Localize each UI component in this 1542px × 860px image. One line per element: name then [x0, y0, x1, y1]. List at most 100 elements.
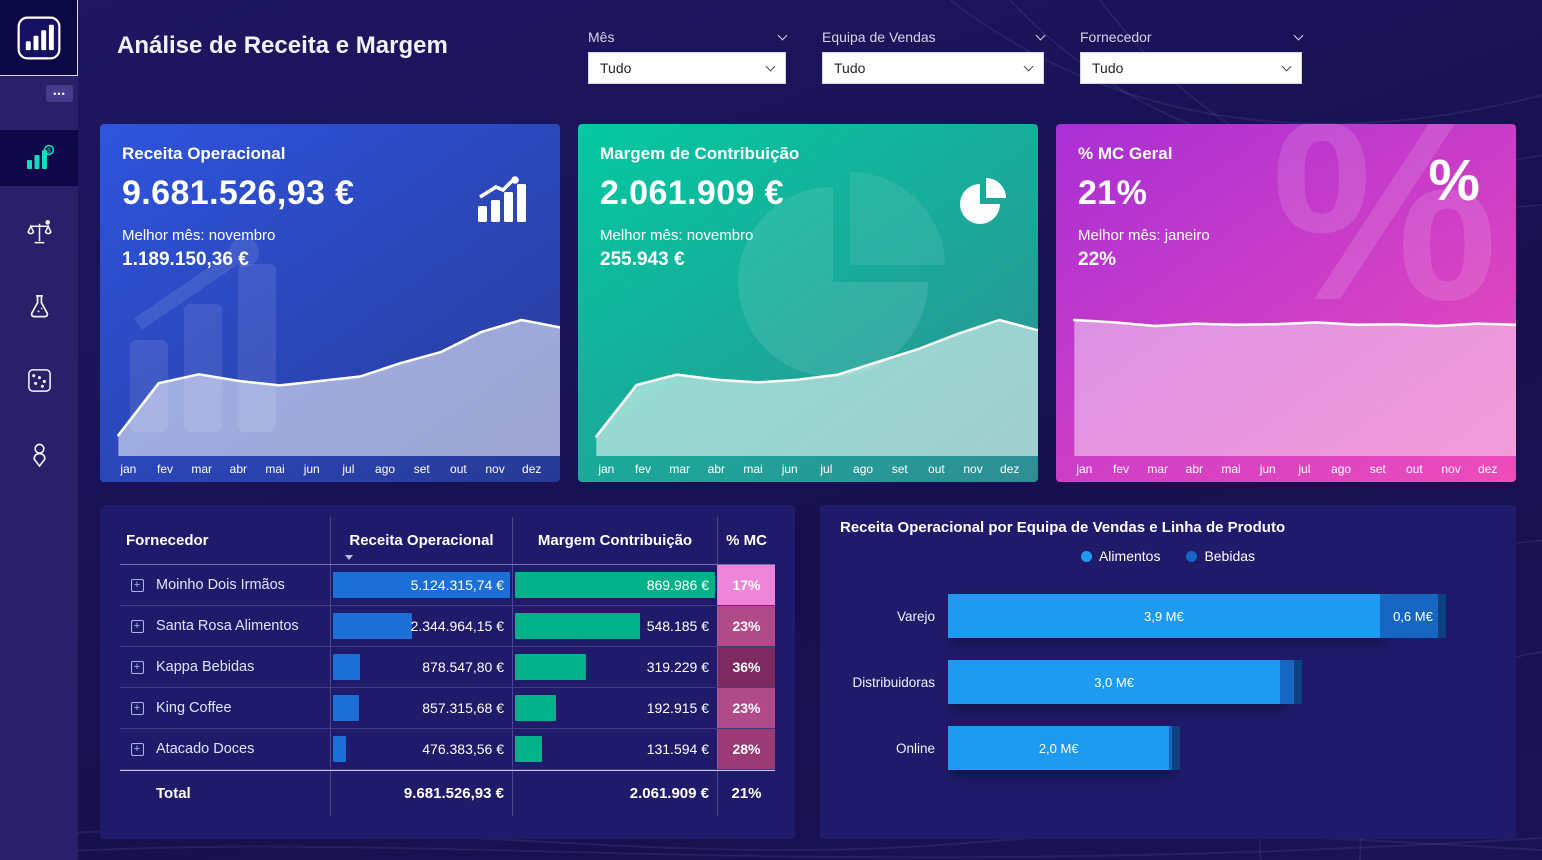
chart-legend: Alimentos Bebidas	[840, 548, 1496, 564]
person-pin-icon	[32, 443, 46, 467]
month-label: nov	[963, 462, 983, 476]
kpi-best-value: 255.943 €	[600, 249, 685, 270]
column-header-margem[interactable]: Margem Contribuição	[512, 517, 717, 564]
table-row[interactable]: + King Coffee 857.315,68 € 192.915 € 23%	[120, 688, 775, 729]
month-label: dez	[522, 462, 542, 476]
supplier-table: Fornecedor Receita Operacional Margem Co…	[100, 505, 795, 839]
bar-row-varejo: Varejo 3,9 M€ 0,6 M€	[840, 594, 1496, 638]
column-header-receita[interactable]: Receita Operacional	[330, 517, 512, 564]
chevron-down-icon	[1293, 30, 1304, 40]
chevron-down-icon	[1035, 30, 1046, 40]
month-label: jan	[120, 462, 137, 476]
margem-cell: 869.986 €	[512, 565, 717, 605]
bar-segment-alimentos[interactable]: 3,0 M€	[948, 660, 1281, 704]
page-title: Análise de Receita e Margem	[117, 32, 448, 59]
sidebar: ••• $	[0, 0, 78, 860]
filter-label: Equipa de Vendas	[822, 29, 936, 45]
bar-row-distribuidoras: Distribuidoras 3,0 M€	[840, 660, 1496, 704]
legend-item-bebidas[interactable]: Bebidas	[1186, 548, 1255, 564]
table-row[interactable]: + Atacado Doces 476.383,56 € 131.594 € 28%	[120, 729, 775, 770]
receita-value: 5.124.315,74 €	[410, 577, 504, 593]
margem-cell: 319.229 €	[512, 647, 717, 687]
mc-cell: 23%	[717, 606, 775, 646]
filter-label: Fornecedor	[1080, 29, 1152, 45]
legend-label: Alimentos	[1098, 548, 1161, 564]
expand-row-button[interactable]: +	[120, 729, 154, 769]
bar-segment-alimentos[interactable]: 3,9 M€	[948, 594, 1380, 638]
filter-header[interactable]: Fornecedor	[1080, 26, 1304, 48]
total-label: Total	[156, 785, 191, 802]
filter-dropdown[interactable]: Tudo	[1080, 52, 1302, 84]
kpi-value: 2.061.909 €	[600, 174, 785, 212]
bar-row-online: Online 2,0 M€	[840, 726, 1496, 770]
flask-icon	[30, 294, 48, 317]
sort-descending-icon[interactable]	[345, 555, 353, 560]
month-label: mar	[191, 462, 213, 476]
receita-cell: 476.383,56 €	[330, 729, 512, 769]
table-row[interactable]: + Moinho Dois Irmãos 5.124.315,74 € 869.986…	[120, 565, 775, 606]
kpi-title: Margem de Contribuição	[600, 144, 800, 163]
bar-value-label: 0,6 M€	[1393, 608, 1433, 624]
chart-bars: Varejo 3,9 M€ 0,6 M€ Distribuidoras 3,0 M€ On…	[840, 594, 1496, 770]
expand-row-button[interactable]: +	[120, 565, 154, 605]
chevron-down-icon	[777, 30, 788, 40]
nav-item-insights[interactable]	[0, 426, 78, 482]
month-label: jul	[342, 462, 355, 476]
supplier-table-body: + Moinho Dois Irmãos 5.124.315,74 € 869.986…	[120, 565, 775, 770]
month-label: dez	[1478, 462, 1498, 476]
kpi-card-receita-operacional: jan fev mar abr mai jun jul ago set out nov dez Rec…	[100, 124, 560, 482]
bar-segment-alimentos[interactable]: 2,0 M€	[948, 726, 1170, 770]
filter-selected-value: Tudo	[600, 60, 632, 76]
nav-item-revenue-analysis[interactable]: $	[0, 130, 78, 186]
sparkline-pct-mc	[1073, 318, 1516, 456]
chart-title: Receita Operacional por Equipa de Vendas…	[840, 519, 1286, 536]
receita-value: 2.344.964,15 €	[410, 618, 504, 634]
bar-segment-bebidas[interactable]	[1280, 660, 1303, 704]
bottom-panels: Fornecedor Receita Operacional Margem Co…	[100, 505, 1516, 839]
app-logo	[0, 0, 78, 76]
month-label: ago	[1331, 462, 1352, 476]
svg-text:$: $	[47, 147, 51, 154]
expand-row-button[interactable]: +	[120, 606, 154, 646]
kpi-value: 9.681.526,93 €	[122, 174, 355, 212]
plus-icon: +	[130, 660, 144, 674]
kpi-best-label: Melhor mês: janeiro	[1078, 227, 1210, 244]
mc-cell: 23%	[717, 688, 775, 728]
more-options-button[interactable]: •••	[46, 85, 73, 102]
legend-item-alimentos[interactable]: Alimentos	[1080, 548, 1161, 564]
column-header-fornecedor[interactable]: Fornecedor	[126, 532, 209, 549]
margem-data-bar	[515, 654, 586, 680]
bar-category-label: Online	[895, 740, 935, 756]
receita-cell: 2.344.964,15 €	[330, 606, 512, 646]
month-label: out	[1406, 462, 1423, 476]
bar-segment-bebidas[interactable]: 0,6 M€	[1379, 594, 1447, 638]
filter-header[interactable]: Equipa de Vendas	[822, 26, 1046, 48]
sparkline-margem	[595, 318, 1038, 456]
bar-value-label: 3,9 M€	[1144, 608, 1184, 624]
expand-row-button[interactable]: +	[120, 688, 154, 728]
margem-data-bar	[515, 572, 715, 598]
bar-chart-logo-icon	[17, 16, 60, 59]
supplier-name: Moinho Dois Irmãos	[156, 577, 285, 593]
month-label: dez	[1000, 462, 1020, 476]
table-row[interactable]: + Kappa Bebidas 878.547,80 € 319.229 € 36%	[120, 647, 775, 688]
margem-data-bar	[515, 736, 542, 762]
bar-segment-bebidas[interactable]	[1169, 726, 1181, 770]
filter-header[interactable]: Mês	[588, 26, 788, 48]
scatter-plot-icon	[27, 368, 51, 392]
nav-item-balance[interactable]	[0, 204, 78, 260]
receita-data-bar	[333, 572, 510, 598]
table-row[interactable]: + Santa Rosa Alimentos 2.344.964,15 € 548.1…	[120, 606, 775, 647]
filter-dropdown[interactable]: Tudo	[822, 52, 1044, 84]
nav-item-scatter[interactable]	[0, 352, 78, 408]
month-label: mar	[669, 462, 691, 476]
expand-row-button[interactable]: +	[120, 647, 154, 687]
total-margem: 2.061.909 €	[512, 771, 717, 816]
filter-dropdown[interactable]: Tudo	[588, 52, 786, 84]
bar-track: 3,9 M€ 0,6 M€	[948, 594, 1496, 638]
month-label: nov	[1441, 462, 1461, 476]
nav-item-lab[interactable]	[0, 278, 78, 334]
receita-data-bar	[333, 695, 360, 721]
bar-value-label: 3,0 M€	[1094, 674, 1134, 690]
column-header-mc[interactable]: % MC	[717, 517, 775, 564]
